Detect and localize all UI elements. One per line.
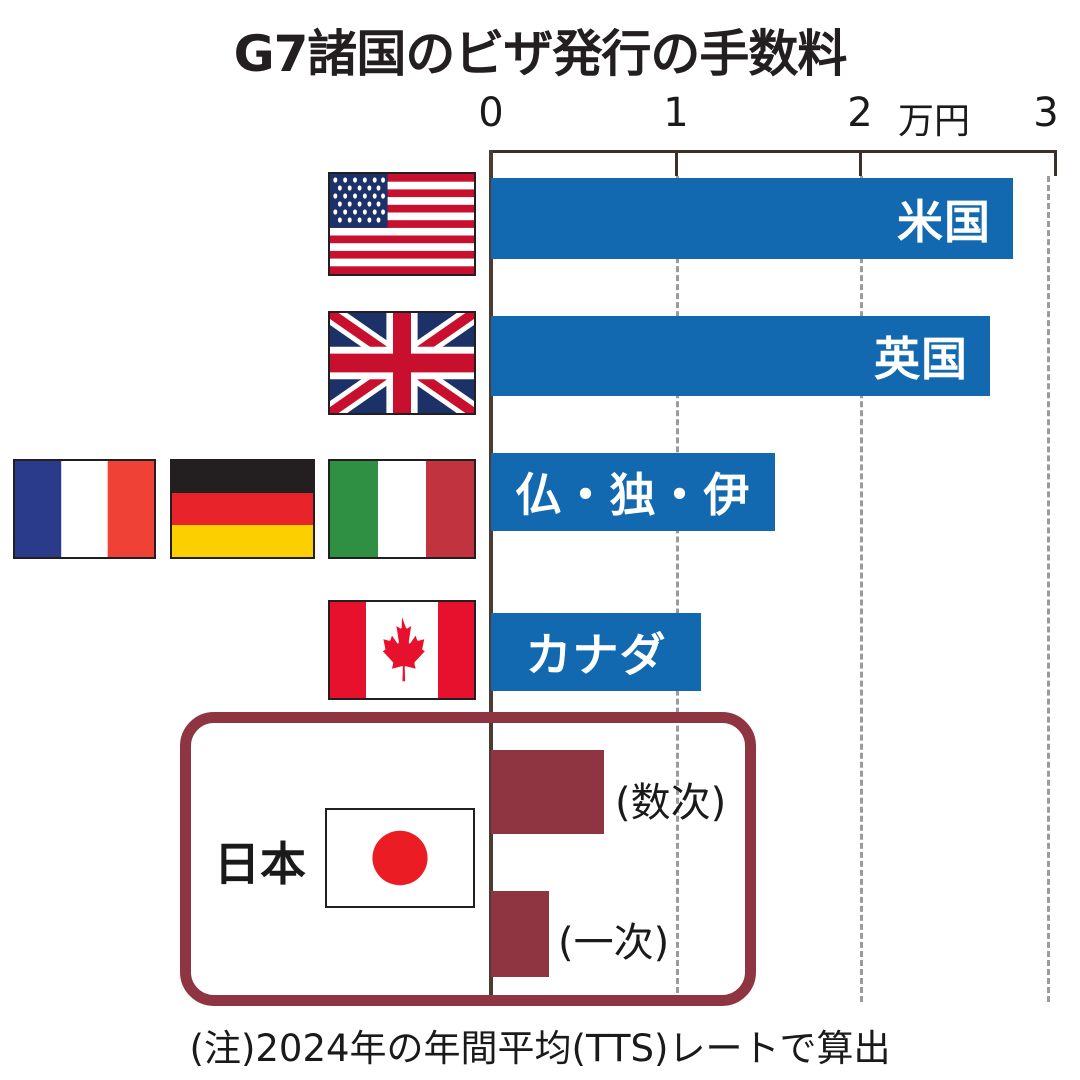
bar-eu: 仏・独・伊: [491, 453, 775, 531]
axis-tick-mark-2: [859, 150, 862, 176]
bar-japan-multiple-entry: [491, 750, 604, 834]
bar-label-canada: カナダ: [525, 628, 667, 682]
flag-japan-icon: [325, 808, 475, 908]
bar-label-uk: 英国: [874, 332, 968, 386]
footnote: (注)2024年の年間平均(TTS)レートで算出: [189, 1027, 891, 1070]
axis-tick-label-3: 3: [1033, 90, 1059, 136]
axis-tick-mark-3: [1054, 150, 1057, 176]
gridline-1: [676, 176, 679, 1002]
bar-canada: カナダ: [491, 613, 701, 691]
axis-tick-label-0: 0: [478, 90, 504, 136]
bar-label-japan-multiple-entry: (数次): [615, 780, 727, 826]
axis-baseline: [489, 150, 493, 1002]
gridline-2: [860, 176, 863, 1002]
flag-italy-icon: [328, 459, 476, 559]
axis-unit-label: 万円: [898, 101, 971, 142]
bar-japan-single-entry: [491, 891, 549, 977]
axis-tick-label-1: 1: [663, 90, 689, 136]
bar-uk: 英国: [491, 316, 990, 396]
flag-canada-icon: [328, 600, 476, 700]
flag-france-icon: [13, 459, 156, 559]
bar-label-us: 米国: [897, 194, 991, 249]
axis-top-rule: [491, 150, 1057, 153]
page-title: G7諸国のビザ発行の手数料: [233, 25, 848, 83]
axis-tick-label-2: 2: [847, 90, 873, 136]
bar-us: 米国: [491, 178, 1013, 259]
japan-highlight-panel: [180, 712, 756, 1006]
flag-united-kingdom-icon: [328, 311, 476, 415]
axis-tick-mark-1: [675, 150, 678, 176]
flag-united-states-icon: [328, 172, 476, 276]
japan-label: 日本: [214, 837, 306, 891]
bar-label-eu: 仏・独・伊: [515, 468, 751, 522]
flag-germany-icon: [170, 459, 315, 559]
bar-label-japan-single-entry: (一次): [558, 920, 670, 966]
gridline-3: [1047, 176, 1050, 1002]
